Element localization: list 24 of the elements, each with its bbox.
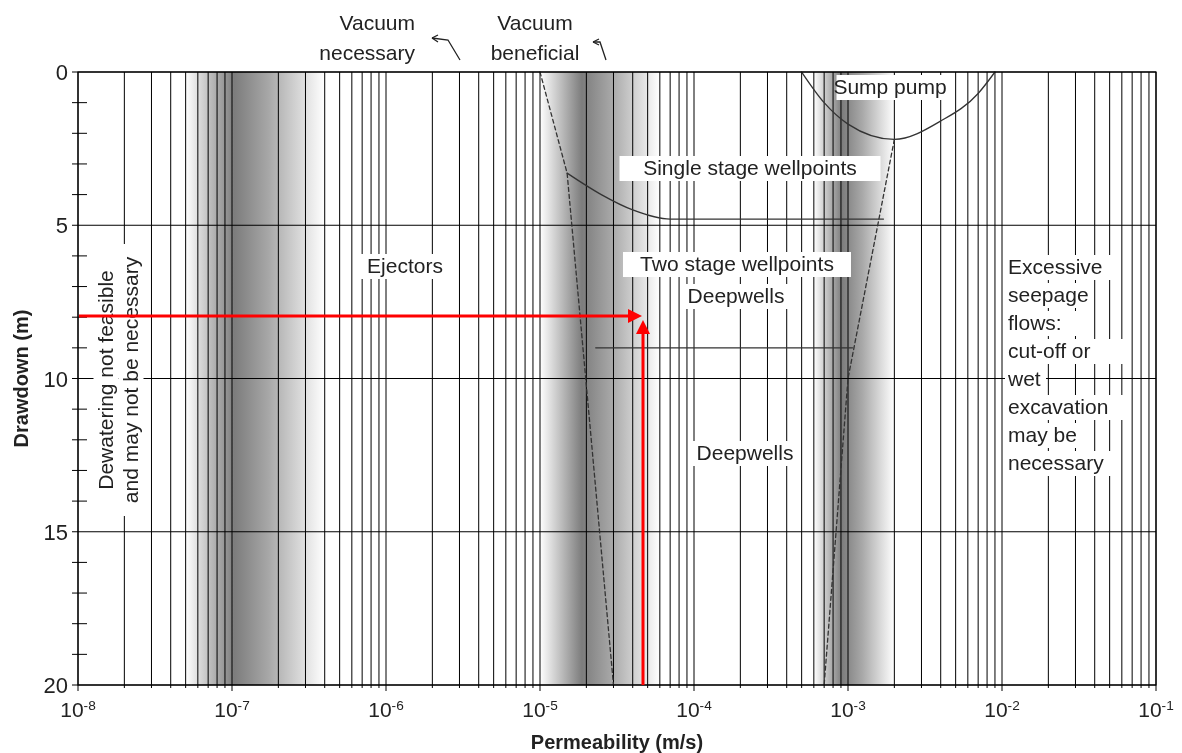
y-tick-label: 0 [55,60,68,85]
text: Vacuum beneficial [490,11,580,64]
annotation: Single stage wellpoints [643,156,857,179]
annotation: Ejectors [367,254,443,277]
x-tick-label: 10$^{-6}$ [368,697,404,721]
x-tick-label: 10$^{-5}$ [522,697,559,721]
y-tick-label: 20 [43,673,68,698]
y-axis-title: Drawdown (m) [10,309,32,448]
y-tick-label: 15 [43,519,68,545]
x-tick-label: 10$^{-8}$ [60,697,96,721]
y-tick-label: 5 [55,213,68,239]
annotation: Excessive seepage flows: cut-off or wet excavation may be necessary [1007,255,1109,474]
x-tick-label: 10$^{-4}$ [676,697,713,721]
x-tick-label: 10$^{-7}$ [214,697,250,721]
annotation: Sump pump [833,75,947,98]
text: Vacuum necessary [319,11,416,64]
annotation: Two stage wellpoints [640,252,834,275]
y-tick-label: 10 [43,366,68,392]
x-tick-label: 10$^{-3}$ [830,697,866,721]
annotation: Deepwells [696,441,794,464]
x-axis-title: Permeability (m/s) [530,731,704,753]
annotation: Deepwells [687,284,785,307]
x-tick-label: 10$^{-2}$ [984,697,1020,721]
x-tick-label: 10$^{-1}$ [1138,697,1174,721]
